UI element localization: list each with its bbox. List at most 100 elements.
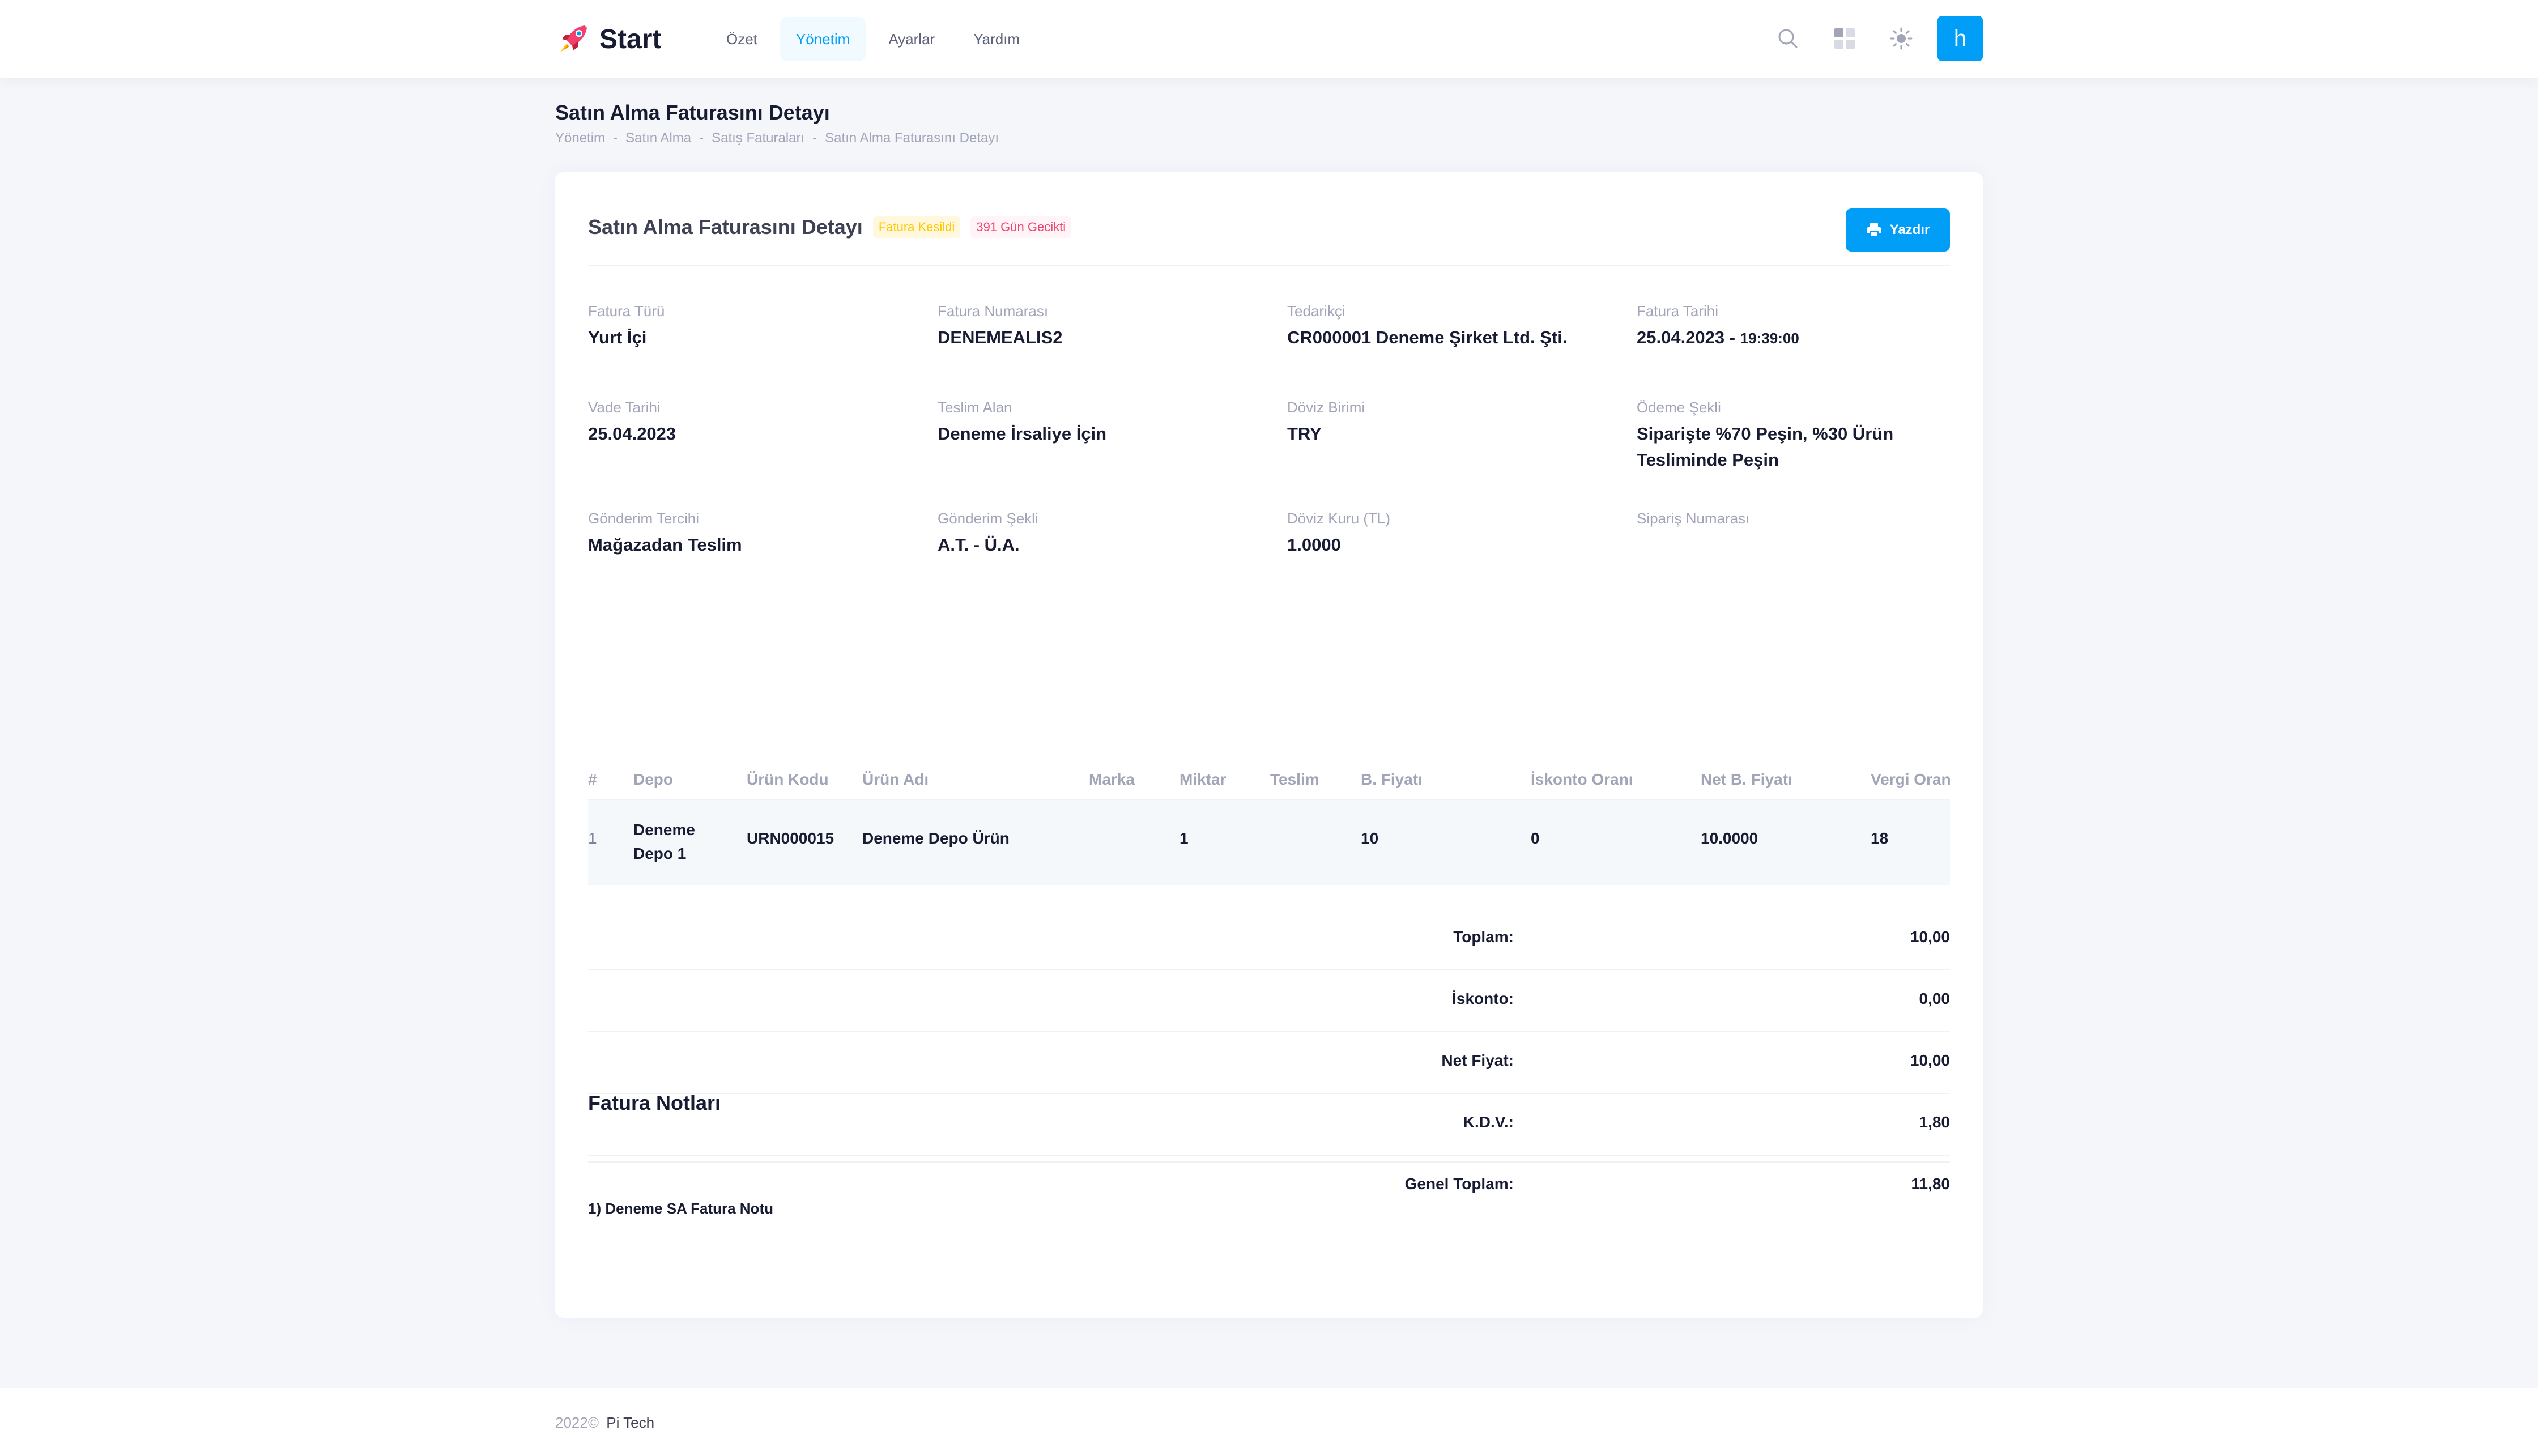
info-value: CR000001 Deneme Şirket Ltd. Şti. — [1287, 327, 1568, 347]
column-header: Teslim — [1270, 770, 1319, 788]
invoice-time: 19:39:00 — [1740, 330, 1799, 347]
printer-icon — [1867, 223, 1881, 237]
table-header: # Depo Ürün Kodu Ürün Adı Marka Miktar T… — [588, 759, 1951, 800]
invoice-card: Satın Alma Faturasını Detayı Fatura Kesi… — [555, 172, 1983, 1318]
info-gonderim-tercihi: Gönderim Tercihi Mağazadan Teslim — [588, 510, 905, 558]
page-title: Satın Alma Faturasını Detayı — [555, 101, 830, 124]
total-row-genel-toplam: Genel Toplam: 11,80 — [588, 1156, 1950, 1217]
total-value: 11,80 — [1911, 1175, 1950, 1193]
card-header: Satın Alma Faturasını Detayı Fatura Kesi… — [588, 205, 1950, 266]
total-row-net-fiyat: Net Fiyat: 10,00 — [588, 1032, 1950, 1094]
info-label: Tedarikçi — [1287, 303, 1345, 320]
totals-section: Toplam: 10,00 İskonto: 0,00 Net Fiyat: 1… — [588, 909, 1950, 1217]
total-value: 10,00 — [1910, 928, 1950, 946]
column-header: Ürün Kodu — [747, 770, 829, 788]
info-value: 1.0000 — [1287, 535, 1341, 555]
nav-yardim[interactable]: Yardım — [973, 30, 1020, 48]
info-fatura-numarasi: Fatura Numarası DENEMEALIS2 — [938, 303, 1255, 351]
info-value: 25.04.2023 - 19:39:00 — [1637, 325, 1954, 351]
info-tedarikci: Tedarikçi CR000001 Deneme Şirket Ltd. Şt… — [1287, 303, 1604, 351]
column-header: Miktar — [1179, 770, 1227, 788]
table-row: 1 Deneme Depo 1 URN000015 Deneme Depo Ür… — [588, 800, 1950, 885]
info-value: A.T. - Ü.A. — [938, 535, 1020, 555]
info-doviz-birimi: Döviz Birimi TRY — [1287, 399, 1604, 447]
info-row-2: Vade Tarihi 25.04.2023 Teslim Alan Denem… — [588, 399, 1950, 510]
note-item: 1) Deneme SA Fatura Notu — [588, 1200, 773, 1217]
total-label: K.D.V.: — [1463, 1113, 1514, 1131]
cell-urun-adi: Deneme Depo Ürün — [862, 829, 1010, 847]
cell-no: 1 — [588, 829, 597, 847]
breadcrumb-item-yonetim[interactable]: Yönetim — [555, 130, 606, 146]
info-fatura-tarihi: Fatura Tarihi 25.04.2023 - 19:39:00 — [1637, 303, 1954, 351]
total-label: Genel Toplam: — [1404, 1175, 1514, 1193]
notes-title: Fatura Notları — [588, 1091, 721, 1114]
cell-net-birim-fiyati: 10.0000 — [1701, 829, 1758, 847]
total-value: 1,80 — [1919, 1113, 1951, 1131]
info-value: TRY — [1287, 424, 1322, 444]
info-row-3: Gönderim Tercihi Mağazadan Teslim Gönder… — [588, 510, 1950, 606]
brand-logo[interactable]: Start — [555, 20, 661, 58]
column-header: Marka — [1089, 770, 1135, 788]
card-title-group: Satın Alma Faturasını Detayı Fatura Kesi… — [588, 215, 1072, 239]
column-header: Depo — [633, 770, 673, 788]
rocket-icon — [560, 25, 587, 53]
breadcrumb: Yönetim - Satın Alma - Satış Faturaları … — [555, 130, 999, 146]
column-header: # — [588, 770, 597, 788]
info-label: Döviz Birimi — [1287, 399, 1365, 416]
info-label: Fatura Tarihi — [1637, 303, 1719, 320]
info-gonderim-sekli: Gönderim Şekli A.T. - Ü.A. — [938, 510, 1255, 558]
theme-toggle-button[interactable] — [1881, 18, 1922, 59]
invoice-info: Fatura Türü Yurt İçi Fatura Numarası DEN… — [588, 303, 1950, 606]
info-value: Yurt İçi — [588, 327, 647, 347]
total-row-kdv: K.D.V.: 1,80 — [588, 1094, 1950, 1156]
status-badge: Fatura Kesildi — [872, 216, 961, 238]
nav-ayarlar[interactable]: Ayarlar — [888, 30, 935, 48]
search-button[interactable] — [1768, 18, 1808, 59]
footer-year: 2022© — [555, 1414, 599, 1431]
footer-text: 2022© Pi Tech — [555, 1414, 654, 1432]
info-odeme-sekli: Ödeme Şekli Siparişte %70 Peşin, %30 Ürü… — [1637, 399, 1920, 473]
nav-ozet[interactable]: Özet — [726, 30, 757, 48]
print-button-label: Yazdır — [1889, 222, 1930, 237]
info-label: Ödeme Şekli — [1637, 399, 1721, 416]
cell-miktar: 1 — [1179, 829, 1189, 847]
info-label: Fatura Numarası — [938, 303, 1049, 320]
footer-brand-link[interactable]: Pi Tech — [606, 1414, 655, 1431]
print-button[interactable]: Yazdır — [1846, 208, 1950, 252]
cell-urun-kodu: URN000015 — [747, 829, 834, 847]
breadcrumb-item-satin-alma[interactable]: Satın Alma — [625, 130, 692, 146]
breadcrumb-item-satis-faturalari[interactable]: Satış Faturaları — [712, 130, 805, 146]
column-header: Vergi Oran — [1871, 770, 1951, 788]
cell-birim-fiyati: 10 — [1361, 829, 1379, 847]
column-header: Net B. Fiyatı — [1701, 770, 1792, 788]
cell-iskonto-orani: 0 — [1531, 829, 1540, 847]
items-table: # Depo Ürün Kodu Ürün Adı Marka Miktar T… — [588, 759, 1951, 885]
total-label: Net Fiyat: — [1441, 1051, 1514, 1069]
apps-button[interactable] — [1824, 18, 1865, 59]
top-header: Start Özet Yönetim Ayarlar Yardım — [0, 0, 2538, 78]
delay-badge: 391 Gün Gecikti — [970, 216, 1072, 238]
info-siparis-numarasi: Sipariş Numarası — [1637, 510, 1954, 532]
header-tools: h — [1768, 16, 1983, 61]
user-avatar[interactable]: h — [1937, 16, 1983, 61]
total-row-toplam: Toplam: 10,00 — [588, 909, 1950, 970]
column-header: Ürün Adı — [862, 770, 929, 788]
info-label: Fatura Türü — [588, 303, 665, 320]
brand-name: Start — [599, 24, 662, 54]
main-nav: Özet Yönetim Ayarlar Yardım — [710, 17, 1036, 61]
info-fatura-turu: Fatura Türü Yurt İçi — [588, 303, 905, 351]
total-label: Toplam: — [1453, 928, 1514, 946]
total-value: 0,00 — [1919, 990, 1951, 1007]
info-doviz-kuru: Döviz Kuru (TL) 1.0000 — [1287, 510, 1604, 558]
info-label: Döviz Kuru (TL) — [1287, 510, 1391, 527]
column-header: İskonto Oranı — [1531, 770, 1633, 788]
nav-yonetim[interactable]: Yönetim — [780, 17, 866, 61]
column-header: B. Fiyatı — [1361, 770, 1423, 788]
total-value: 10,00 — [1910, 1051, 1950, 1069]
cell-depo: Deneme Depo 1 — [633, 821, 695, 862]
total-label: İskonto: — [1452, 990, 1514, 1007]
cell-vergi-orani: 18 — [1871, 829, 1889, 847]
footer: 2022© Pi Tech — [0, 1388, 2538, 1456]
breadcrumb-item-current: Satın Alma Faturasını Detayı — [825, 130, 999, 146]
info-vade-tarihi: Vade Tarihi 25.04.2023 — [588, 399, 905, 447]
